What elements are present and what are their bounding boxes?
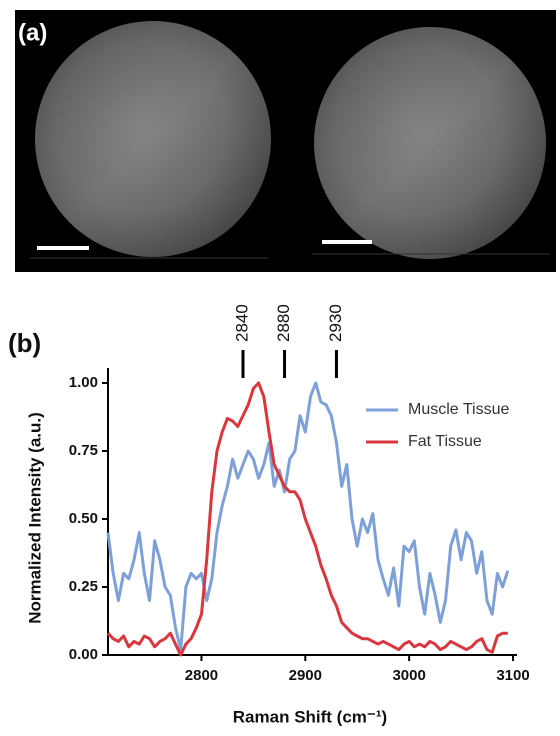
panel-label: (a)	[18, 19, 47, 46]
legend-label: Fat Tissue	[408, 433, 482, 450]
x-tick-label: 2800	[185, 667, 218, 684]
scale-bar	[37, 246, 89, 250]
micrograph-texture	[314, 27, 546, 259]
micrograph-panel: (a)	[15, 10, 556, 272]
series-line	[108, 383, 508, 650]
micrograph-texture	[35, 21, 271, 257]
y-axis-label: Normalized Intensity (a.u.)	[25, 412, 44, 624]
y-tick-label: 0.50	[69, 510, 98, 527]
x-axis-label: Raman Shift (cm⁻¹)	[233, 707, 387, 726]
peak-label: 2840	[232, 304, 251, 342]
legend-label: Muscle Tissue	[408, 401, 509, 418]
plot: 0.00 0.25 0.50 0.75 1.00 2800 2900 3000 3100 Rama…	[25, 304, 529, 726]
peak-label: 2930	[326, 304, 345, 342]
x-tick-label: 2900	[289, 667, 322, 684]
y-tick-label: 0.75	[69, 442, 98, 459]
x-tick-label: 3000	[392, 667, 425, 684]
panel-label: (b)	[8, 328, 41, 358]
peak-label: 2880	[274, 304, 293, 342]
figure: (a) (b) 0.00 0.25 0.50 0.75 1.00 2800 2900 3000…	[0, 0, 560, 736]
x-tick-label: 3100	[496, 667, 529, 684]
scale-bar	[322, 240, 372, 244]
y-tick-label: 0.00	[69, 646, 98, 663]
y-tick-label: 1.00	[69, 374, 98, 391]
y-tick-label: 0.25	[69, 578, 98, 595]
